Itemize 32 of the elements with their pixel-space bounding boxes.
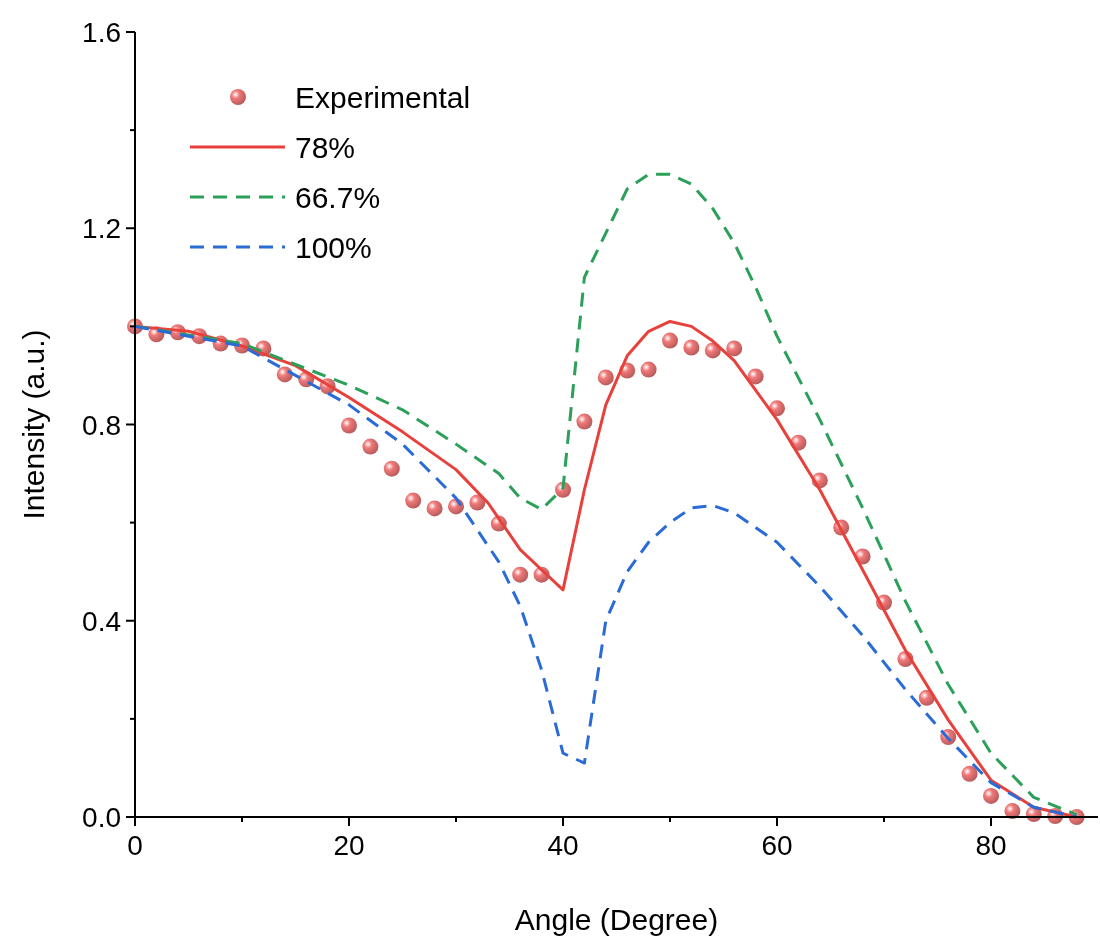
legend-label: 100% [295,231,372,264]
y-tick-label: 1.2 [82,213,121,245]
legend-label: Experimental [295,81,471,114]
x-tick-label: 0 [127,830,143,861]
point [983,787,999,804]
y-tick-label: 0.8 [82,409,121,441]
y-tick-label: 1.6 [82,17,121,48]
legend-label: 78% [295,131,356,164]
point [597,369,614,386]
point [426,500,443,517]
y-tick-label: 0.0 [82,802,121,833]
point [662,332,678,349]
x-tick-label: 20 [333,830,365,861]
x-axis-title: Angle (Degree) [514,903,719,936]
point [405,492,422,509]
point [383,460,400,477]
point [512,566,529,583]
legend-label: 66.7% [295,181,381,214]
x-tick-label: 60 [761,830,793,861]
point [747,368,764,385]
point [341,417,357,434]
point [469,494,486,511]
x-tick-label: 40 [547,830,579,861]
point [576,413,593,430]
x-tick-label: 80 [975,830,1007,861]
point [683,339,700,356]
y-tick-label: 0.4 [82,605,121,637]
point [362,438,379,455]
point [640,361,657,378]
point [726,340,743,357]
y-axis-title: Intensity (a.u.) [17,329,50,520]
point [961,765,978,782]
